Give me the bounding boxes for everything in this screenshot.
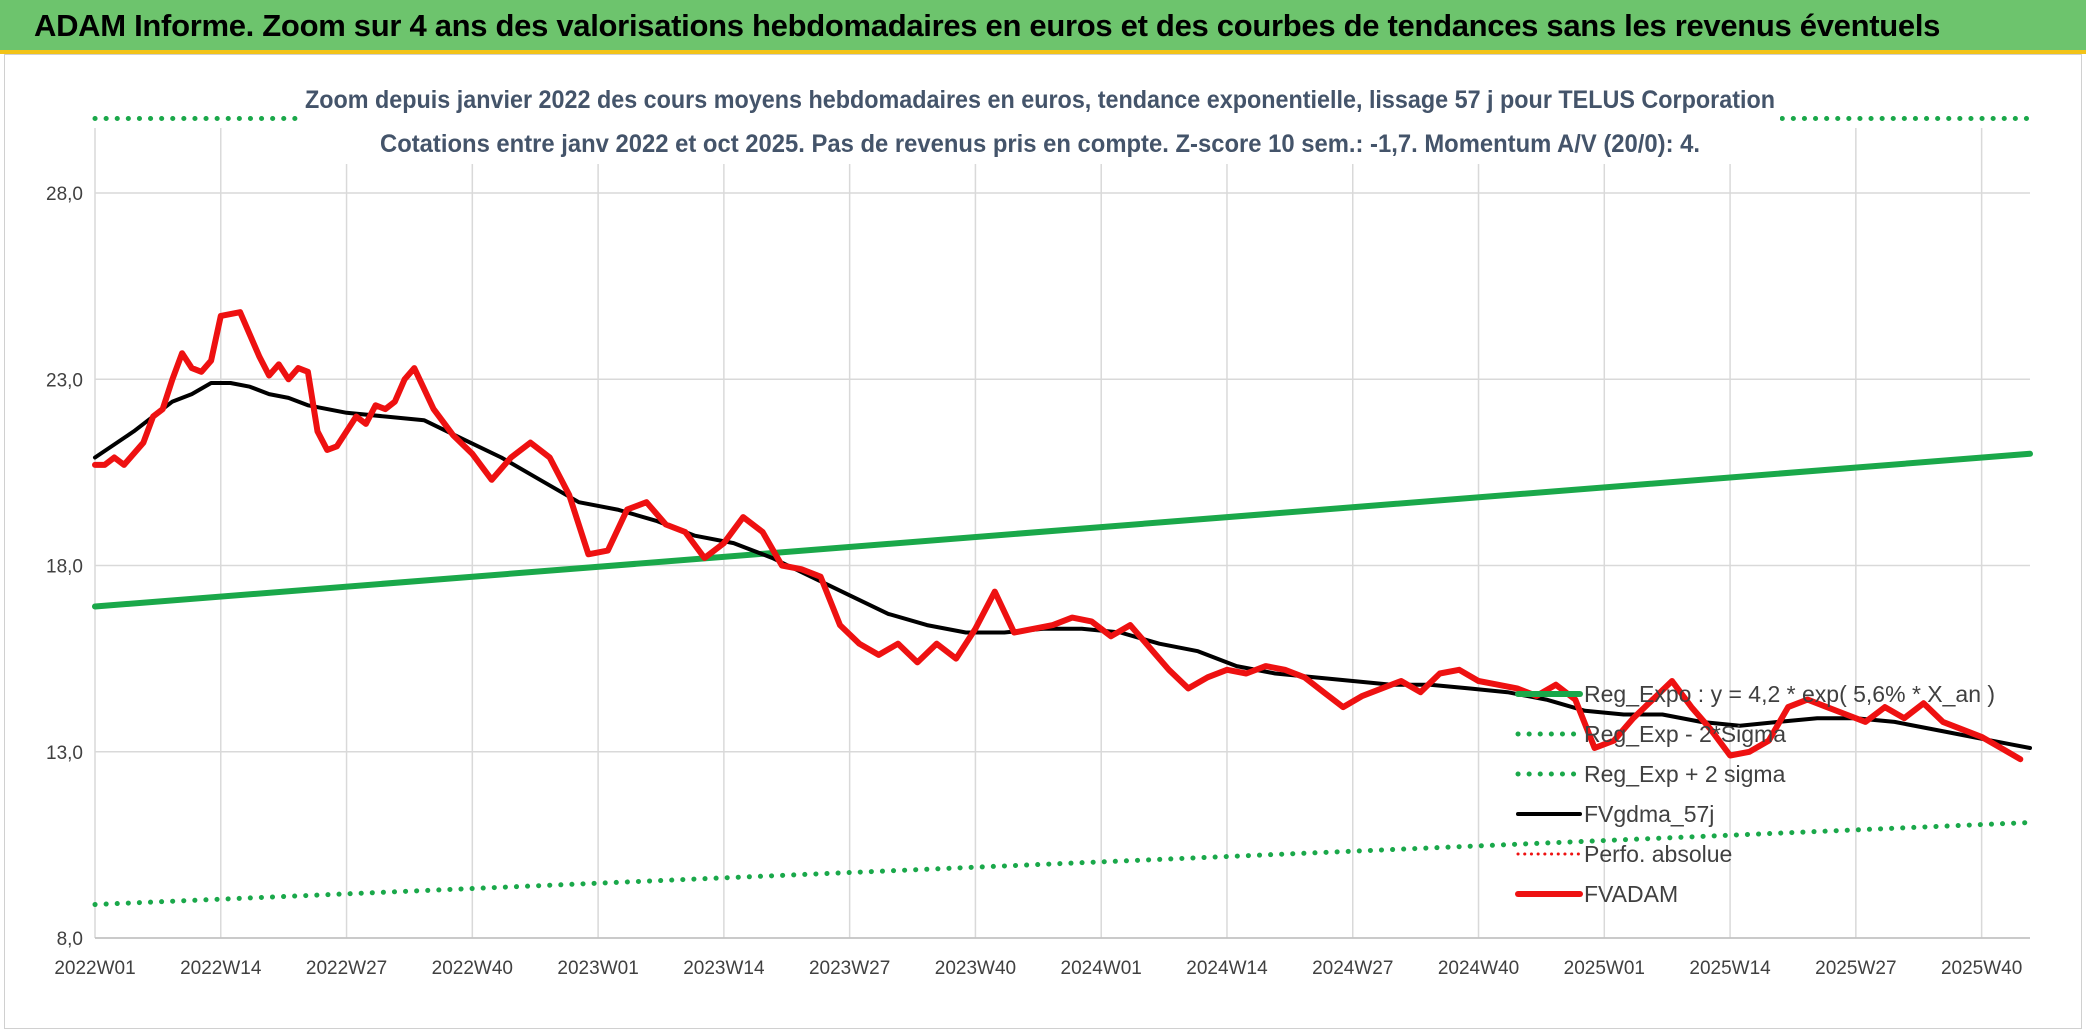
x-tick-label: 2022W01 — [54, 958, 135, 979]
x-tick-label: 2023W01 — [557, 958, 638, 979]
y-tick-label: 18,0 — [46, 557, 83, 578]
x-tick-label: 2025W14 — [1689, 958, 1771, 979]
x-tick-label: 2022W27 — [306, 958, 387, 979]
x-tick-label: 2024W27 — [1312, 958, 1393, 979]
y-tick-label: 23,0 — [46, 370, 83, 391]
x-tick-label: 2023W40 — [935, 958, 1016, 979]
report-banner: ADAM Informe. Zoom sur 4 ans des valoris… — [0, 0, 2086, 54]
chart-title: Zoom depuis janvier 2022 des cours moyen… — [305, 86, 1775, 114]
legend-label-1: Reg_Exp - 2*Sigma — [1584, 721, 1786, 747]
chart-titles: Zoom depuis janvier 2022 des cours moyen… — [300, 84, 1780, 164]
legend-label-0: Reg_Expo : y = 4,2 * exp( 5,6% * X_an ) — [1584, 681, 1995, 707]
x-tick-label: 2024W40 — [1438, 958, 1519, 979]
chart-axes: 8,0 13,0 18,0 23,0 28,0 2022W01 2022W14 2022W27… — [46, 184, 2030, 979]
title-backdrop — [300, 84, 1780, 164]
legend-label-3: FVgdma_57j — [1584, 801, 1714, 827]
x-tick-label: 2025W01 — [1564, 958, 1645, 979]
x-tick-label: 2022W40 — [432, 958, 513, 979]
y-tick-label: 28,0 — [46, 184, 83, 205]
series-line-5 — [92, 309, 2024, 763]
legend-label-4: Perfo. absolue — [1584, 841, 1732, 867]
x-tick-label: 2023W27 — [809, 958, 890, 979]
legend-label-2: Reg_Exp + 2 sigma — [1584, 761, 1786, 787]
series-line-1 — [92, 820, 2033, 907]
x-tick-label: 2024W01 — [1061, 958, 1142, 979]
chart-legend: Reg_Expo : y = 4,2 * exp( 5,6% * X_an ) R… — [1515, 681, 1995, 907]
chart-subtitle: Cotations entre janv 2022 et oct 2025. P… — [380, 130, 1700, 158]
y-tick-label: 8,0 — [57, 929, 83, 950]
x-tick-label: 2023W14 — [683, 958, 765, 979]
legend-label-5: FVADAM — [1584, 881, 1678, 907]
y-tick-label: 13,0 — [46, 743, 83, 764]
x-tick-label: 2025W40 — [1941, 958, 2022, 979]
series-line-0 — [92, 450, 2033, 610]
chart-frame — [4, 54, 2082, 1029]
x-tick-label: 2024W14 — [1186, 958, 1268, 979]
chart-gridlines — [94, 128, 2030, 939]
x-tick-label: 2025W27 — [1815, 958, 1896, 979]
report-title: ADAM Informe. Zoom sur 4 ans des valoris… — [34, 8, 1941, 43]
x-tick-label: 2022W14 — [180, 958, 262, 979]
